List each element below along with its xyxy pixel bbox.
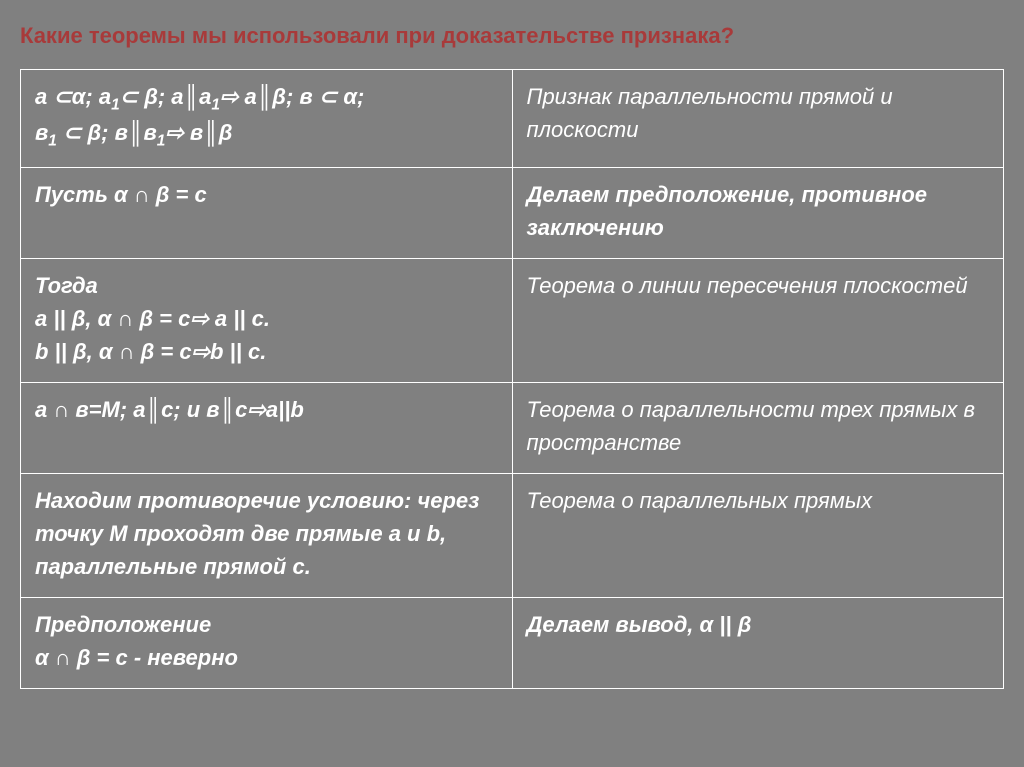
table-row: а ⊂α; а1⊂ β; a║а1⇨ a║β; в ⊂ α;в1 ⊂ β; в║… <box>21 69 1004 167</box>
table-row: Находим противоречие условию: через точк… <box>21 473 1004 597</box>
justification-cell: Теорема о линии пересечения плоскостей <box>512 258 1004 382</box>
table-row: Пусть α ∩ β = сДелаем предположение, про… <box>21 167 1004 258</box>
proof-step-cell: Предположениеα ∩ β = с - неверно <box>21 597 513 688</box>
proof-step-cell: Пусть α ∩ β = с <box>21 167 513 258</box>
theorems-table: а ⊂α; а1⊂ β; a║а1⇨ a║β; в ⊂ α;в1 ⊂ β; в║… <box>20 69 1004 689</box>
justification-cell: Делаем вывод, α || β <box>512 597 1004 688</box>
proof-step-cell: а ∩ в=М; а║с; и в║с⇨а||b <box>21 382 513 473</box>
justification-cell: Признак параллельности прямой и плоскост… <box>512 69 1004 167</box>
table-row: Тогдаа || β, α ∩ β = с⇨ а || с.b || β, α… <box>21 258 1004 382</box>
proof-step-cell: Находим противоречие условию: через точк… <box>21 473 513 597</box>
justification-cell: Делаем предположение, противное заключен… <box>512 167 1004 258</box>
slide-title: Какие теоремы мы использовали при доказа… <box>20 22 1004 51</box>
table-body: а ⊂α; а1⊂ β; a║а1⇨ a║β; в ⊂ α;в1 ⊂ β; в║… <box>21 69 1004 688</box>
table-row: Предположениеα ∩ β = с - неверноДелаем в… <box>21 597 1004 688</box>
proof-step-cell: Тогдаа || β, α ∩ β = с⇨ а || с.b || β, α… <box>21 258 513 382</box>
table-row: а ∩ в=М; а║с; и в║с⇨а||bТеорема о паралл… <box>21 382 1004 473</box>
justification-cell: Теорема о параллельности трех прямых в п… <box>512 382 1004 473</box>
slide: Какие теоремы мы использовали при доказа… <box>0 0 1024 767</box>
justification-cell: Теорема о параллельных прямых <box>512 473 1004 597</box>
proof-step-cell: а ⊂α; а1⊂ β; a║а1⇨ a║β; в ⊂ α;в1 ⊂ β; в║… <box>21 69 513 167</box>
